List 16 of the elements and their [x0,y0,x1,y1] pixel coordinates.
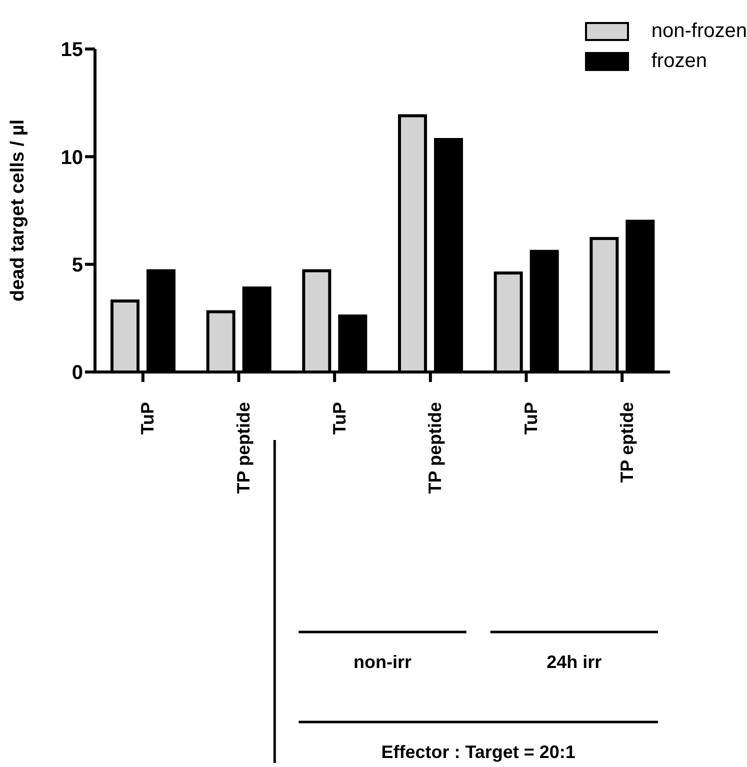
x-tick-label: TuP [138,402,158,435]
legend-label: non-frozen [651,20,747,42]
text: 24h irr [546,652,602,672]
y-tick-label: 10 [60,146,83,169]
x-tick-label: TuP [521,402,541,435]
y-tick-label: 5 [72,254,83,276]
legend-label: frozen [651,50,707,72]
text: Effector : Target = 20:1 [381,742,576,762]
x-tick-label: TP peptide [425,402,446,494]
x-tick-label: TP eptide [616,402,637,483]
y-axis-title: dead target cells / µl [8,119,29,302]
y-tick-label: 15 [60,39,83,62]
text: non-irr [354,652,412,672]
x-tick-label: TP peptide [234,402,254,494]
x-tick-label: TuP [329,402,350,435]
y-tick-label: 0 [72,362,83,384]
